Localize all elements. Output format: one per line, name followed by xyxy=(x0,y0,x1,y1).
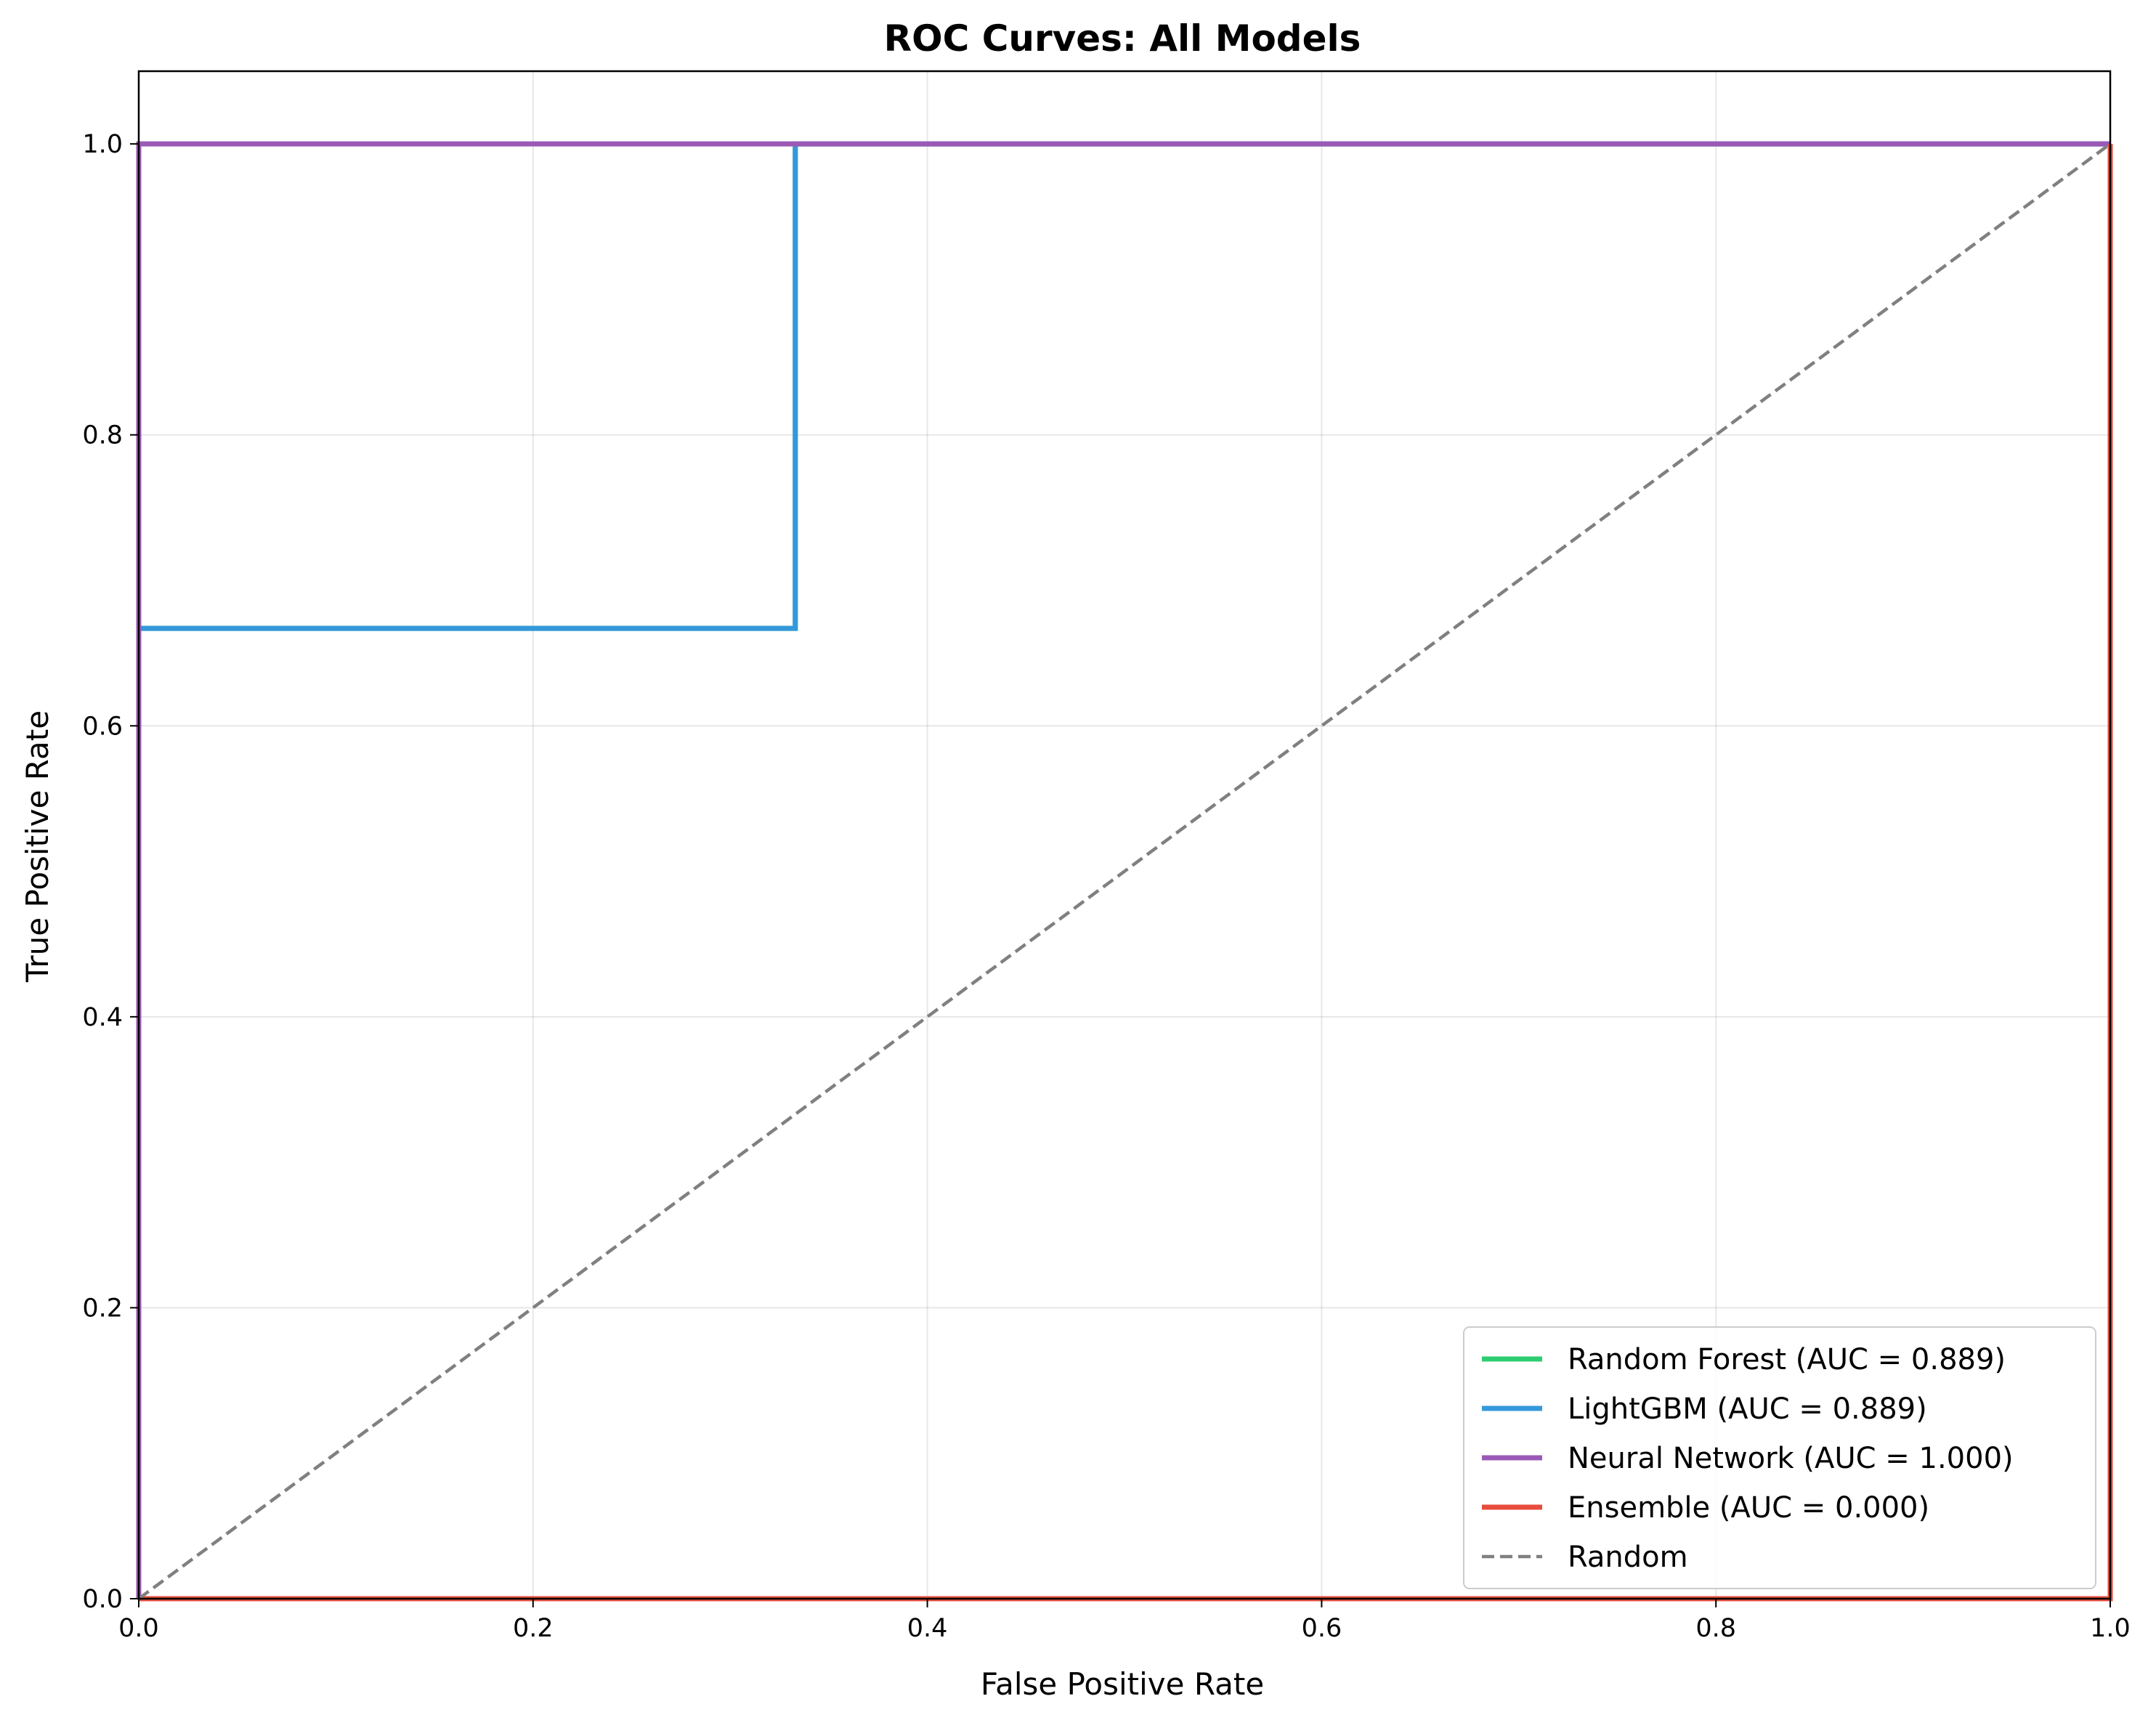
legend: Random Forest (AUC = 0.889) LightGBM (AUC… xyxy=(1463,1326,2096,1589)
legend-label: Random Forest (AUC = 0.889) xyxy=(1568,1343,2006,1376)
x-tick-label: 0.8 xyxy=(1695,1614,1736,1643)
x-axis-label: False Positive Rate xyxy=(981,1666,1264,1702)
axis-ticks: 0.0 0.2 0.4 0.6 0.8 1.0 0.0 0.2 0.4 0.6 0.8 1.0 xyxy=(82,130,2131,1643)
grid-lines xyxy=(138,71,2111,1599)
legend-box xyxy=(1463,1326,2096,1589)
y-tick-label: 0.2 xyxy=(82,1294,123,1323)
chart-title: ROC Curves: All Models xyxy=(884,17,1361,60)
legend-label: Ensemble (AUC = 0.000) xyxy=(1568,1491,1929,1525)
series-line-4 xyxy=(137,142,2112,1600)
plot-frame xyxy=(137,70,2112,1600)
x-tick-label: 0.0 xyxy=(118,1614,159,1643)
x-tick-label: 1.0 xyxy=(2090,1614,2131,1643)
legend-label: Neural Network (AUC = 1.000) xyxy=(1568,1442,2014,1475)
y-tick-label: 1.0 xyxy=(82,130,123,159)
x-tick-label: 0.6 xyxy=(1302,1614,1342,1643)
y-axis-label: True Positive Rate xyxy=(20,710,55,983)
y-tick-label: 0.8 xyxy=(82,421,123,450)
y-tick-label: 0.4 xyxy=(82,1003,123,1032)
x-tick-label: 0.2 xyxy=(513,1614,554,1643)
x-tick-label: 0.4 xyxy=(907,1614,948,1643)
y-tick-label: 0.6 xyxy=(82,712,123,741)
legend-label: Random xyxy=(1568,1541,1688,1574)
y-tick-label: 0.0 xyxy=(82,1585,123,1614)
legend-label: LightGBM (AUC = 0.889) xyxy=(1568,1392,1927,1426)
